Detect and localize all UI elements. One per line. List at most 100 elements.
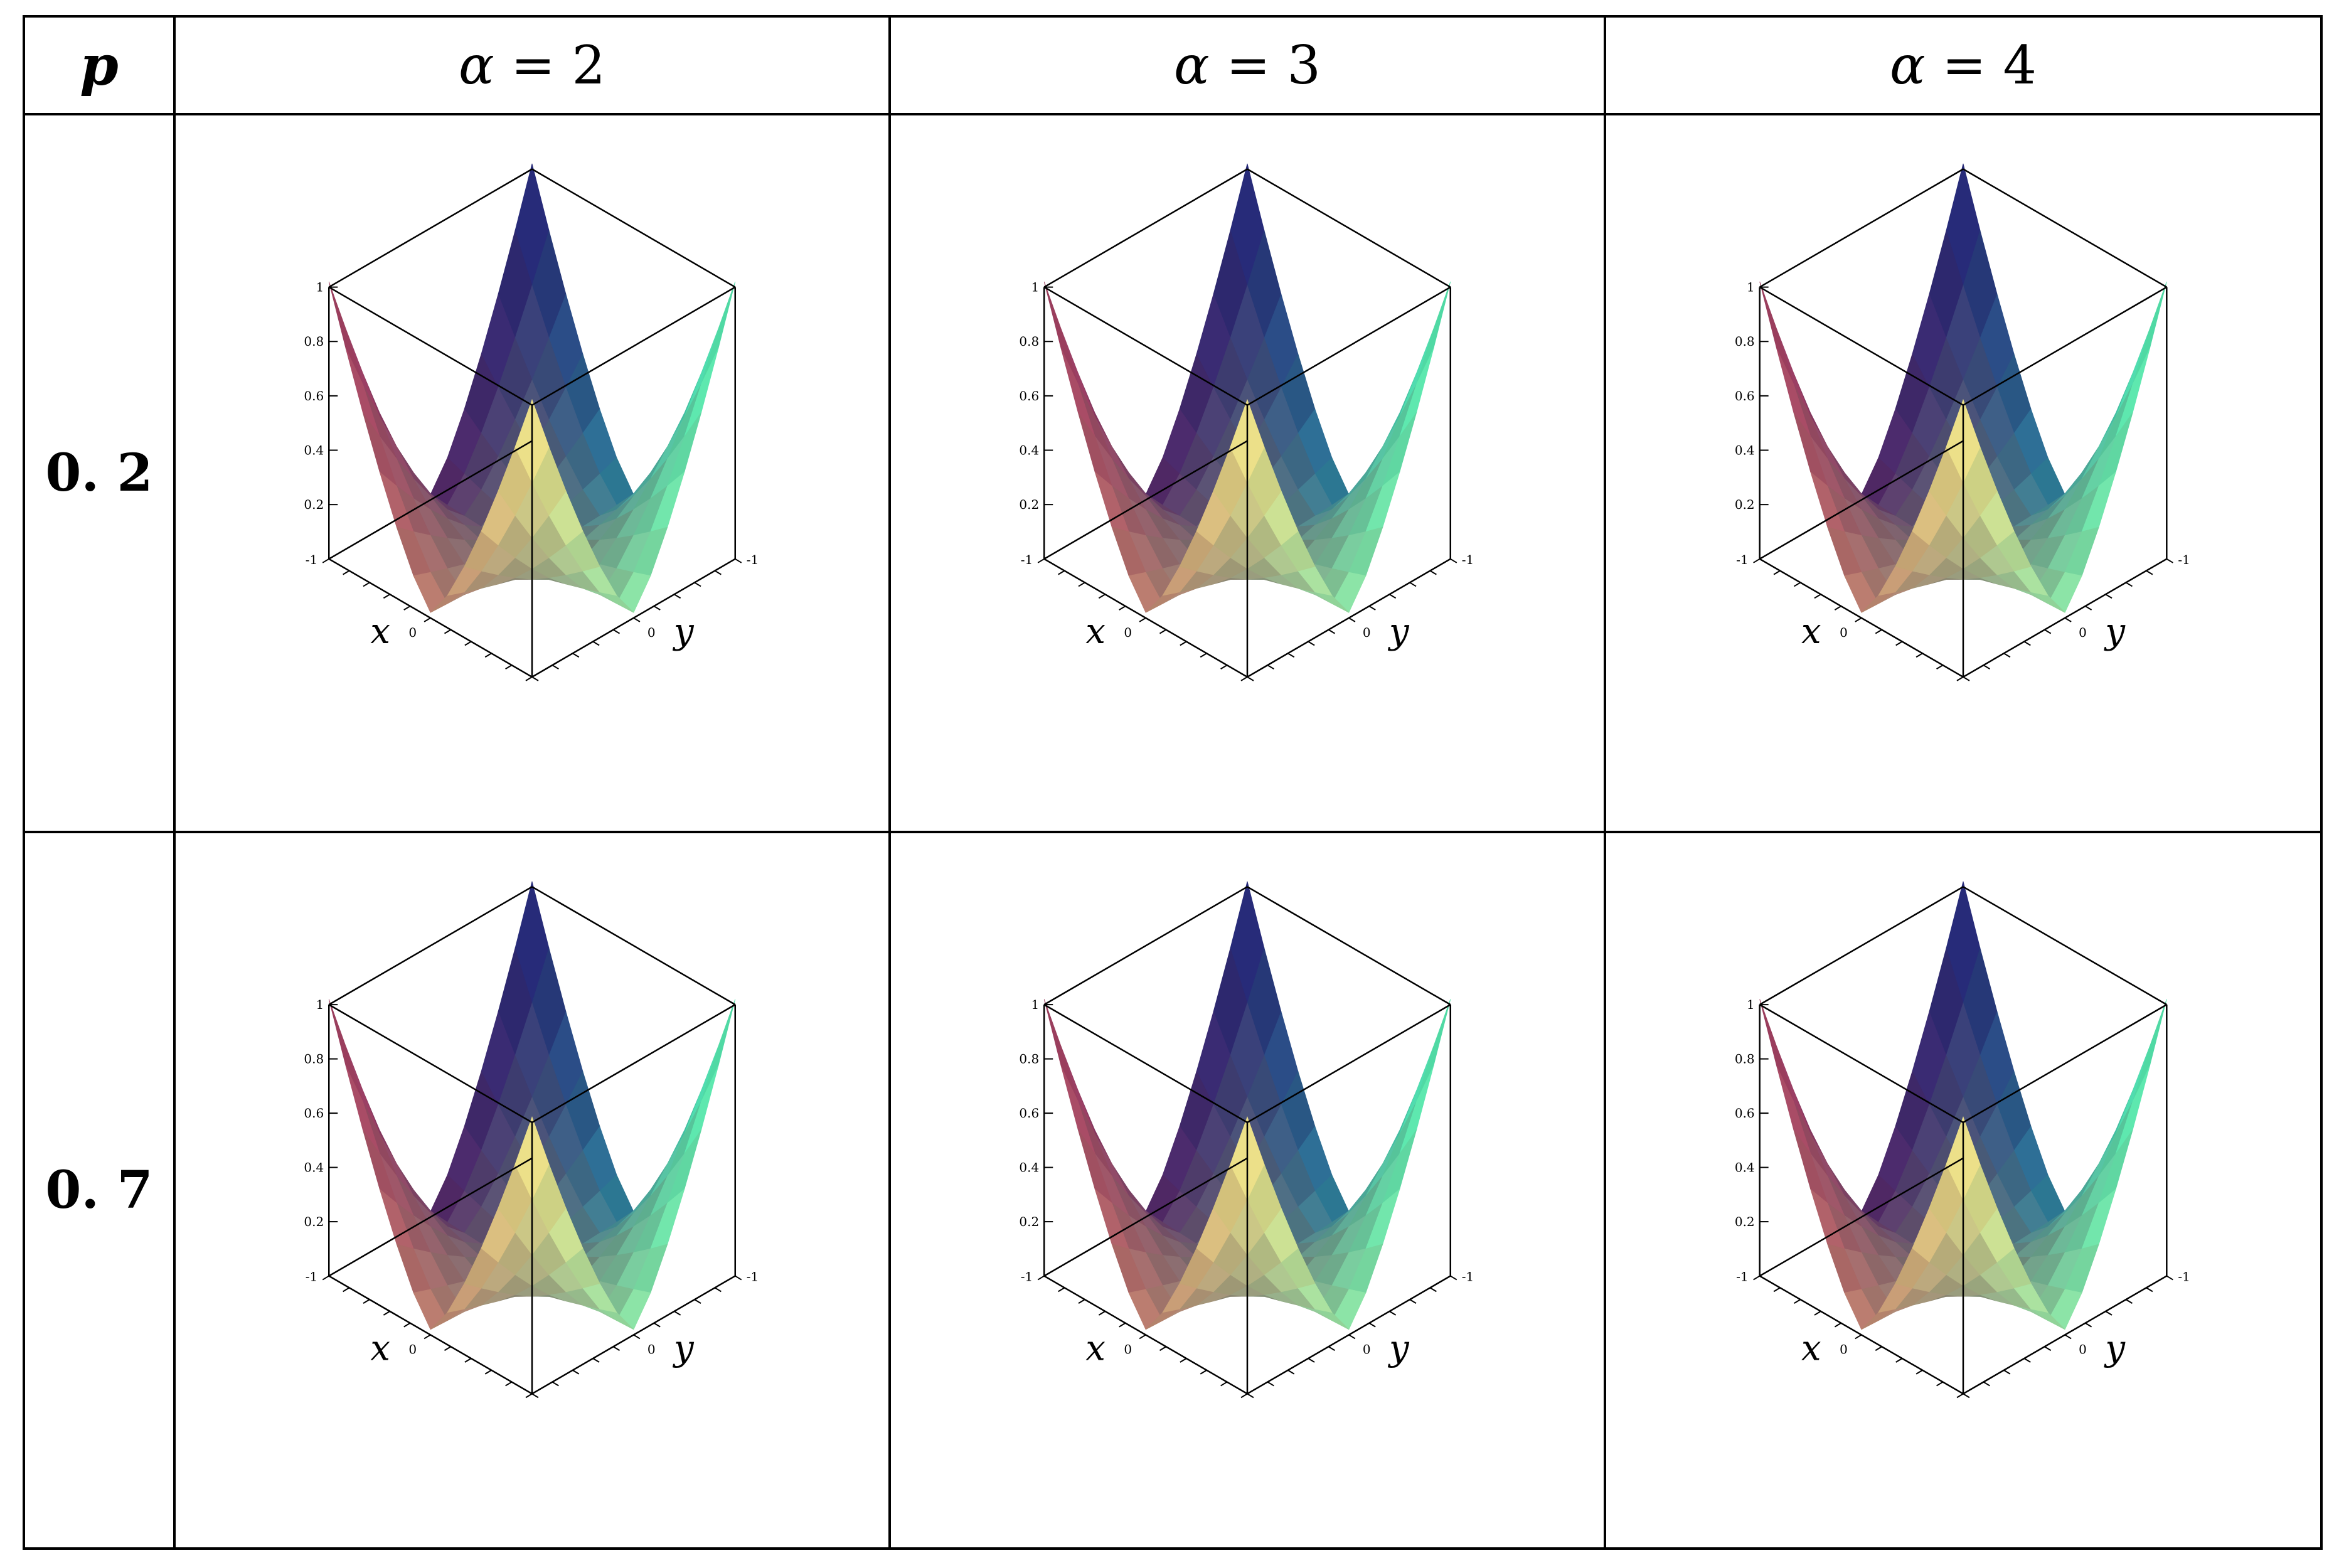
x-tick: [464, 641, 472, 646]
x-tick: [322, 1275, 329, 1281]
surface-facet: [1776, 348, 1811, 437]
y-tick: [653, 1322, 661, 1328]
x-tick: [1098, 1311, 1106, 1316]
header-alpha-2: α = 2: [459, 35, 605, 96]
z-tick-label: 1: [1747, 997, 1755, 1012]
box-edge: [1759, 886, 1964, 1006]
x-tick-label: -1: [1021, 1269, 1033, 1284]
x-tick: [444, 1346, 452, 1352]
z-tick-label: 0.6: [1019, 1106, 1039, 1121]
z-tick-label: 0.8: [1019, 1052, 1039, 1067]
y-tick: [572, 653, 580, 658]
box-edge: [328, 1157, 533, 1277]
x-axis-name: x: [370, 1328, 390, 1368]
z-tick-label: 0.4: [1735, 443, 1755, 458]
y-tick: [612, 1346, 621, 1352]
y-tick: [1328, 1346, 1336, 1352]
surface-mesh: [1043, 881, 1451, 1330]
x-tick: [1875, 629, 1882, 634]
x-tick: [424, 1334, 431, 1340]
z-tick-label: 0.4: [1019, 443, 1039, 458]
y-axis: -10 y: [1247, 1269, 1474, 1399]
y-tick-label: 0: [2079, 1341, 2087, 1357]
x-tick: [424, 617, 431, 622]
z-tick-label: 0.4: [304, 1160, 324, 1175]
x-tick: [1078, 582, 1085, 587]
x-axis-name: x: [1085, 1328, 1106, 1368]
y-tick: [1983, 1381, 1990, 1387]
y-tick: [531, 676, 539, 681]
x-tick: [1915, 1369, 1923, 1375]
y-tick: [653, 605, 661, 611]
y-tick: [1267, 1381, 1274, 1387]
y-tick: [2023, 641, 2031, 646]
y-tick: [1389, 1311, 1397, 1316]
surface-facet: [1399, 348, 1434, 437]
box-edge: [531, 886, 736, 1006]
y-tick: [633, 617, 641, 622]
box-edge: [531, 286, 736, 406]
box-edge: [1043, 440, 1248, 560]
y-tick-label: -1: [2178, 552, 2190, 567]
y-axis-name: y: [2103, 1328, 2126, 1368]
surface-facet: [684, 348, 719, 437]
y-tick: [735, 558, 742, 563]
y-tick: [1287, 1369, 1295, 1375]
y-axis: -10 y: [1963, 552, 2190, 681]
x-axis-name: x: [370, 611, 390, 652]
x-tick-label: 0: [1840, 1341, 1848, 1357]
y-tick-label: 0: [2079, 625, 2087, 640]
y-tick: [1983, 664, 1990, 669]
x-tick: [1240, 1393, 1248, 1399]
y-tick-label: 0: [1363, 625, 1371, 640]
y-tick: [694, 582, 701, 587]
z-tick-label: 0.4: [1735, 1160, 1755, 1175]
surface-facet: [2115, 348, 2150, 437]
y-axis: -10 y: [531, 552, 759, 681]
row-p-value: 0. 7: [45, 1160, 153, 1220]
box-edge: [531, 168, 736, 288]
x-tick: [1139, 617, 1146, 622]
x-tick: [1058, 1287, 1065, 1293]
x-tick: [505, 1381, 513, 1387]
x-tick: [1037, 1275, 1045, 1281]
y-tick: [1368, 605, 1376, 611]
y-tick: [1963, 676, 1970, 681]
plot-cell-p02-a3: 1 0.8 0.6 0.4 0.2 -1 0 x -1 0 y: [888, 113, 1606, 833]
x-tick: [1119, 1322, 1126, 1328]
y-tick: [2003, 653, 2011, 658]
y-tick: [735, 1275, 742, 1281]
x-tick: [1037, 558, 1045, 563]
z-tick-label: 1: [316, 280, 324, 295]
z-tick-label: 0.2: [304, 1214, 324, 1229]
x-axis-name: x: [1801, 1328, 1821, 1368]
bounding-box: [1043, 886, 1452, 1395]
y-tick: [2085, 1322, 2092, 1328]
x-tick: [1834, 605, 1841, 611]
x-tick: [505, 664, 513, 669]
x-tick: [1956, 676, 1964, 681]
surface-plot: 1 0.8 0.6 0.4 0.2 -1 0 x -1 0 y: [1735, 163, 2190, 681]
x-tick: [1773, 1287, 1781, 1293]
y-tick-label: 0: [647, 625, 656, 640]
y-tick: [531, 1393, 539, 1399]
x-tick: [383, 594, 390, 599]
row-p-value: 0. 2: [45, 443, 153, 503]
z-tick-label: 0.6: [1735, 388, 1755, 403]
box-edge: [1043, 1004, 1248, 1123]
y-tick: [592, 641, 600, 646]
x-tick: [1814, 594, 1821, 599]
y-tick-label: -1: [2178, 1269, 2190, 1284]
x-axis: -1 0 x: [1736, 1269, 1964, 1399]
x-tick: [1200, 653, 1207, 658]
x-axis: -1 0 x: [1021, 552, 1248, 681]
x-tick: [525, 1393, 533, 1399]
x-tick: [1814, 1311, 1821, 1316]
surface-facet: [345, 348, 380, 437]
z-tick-label: 0.6: [1019, 388, 1039, 403]
y-tick: [1429, 1287, 1437, 1293]
z-tick-label: 0.6: [304, 1106, 324, 1121]
x-tick: [403, 1322, 411, 1328]
x-tick: [1159, 1346, 1167, 1352]
y-tick: [2166, 1275, 2173, 1281]
